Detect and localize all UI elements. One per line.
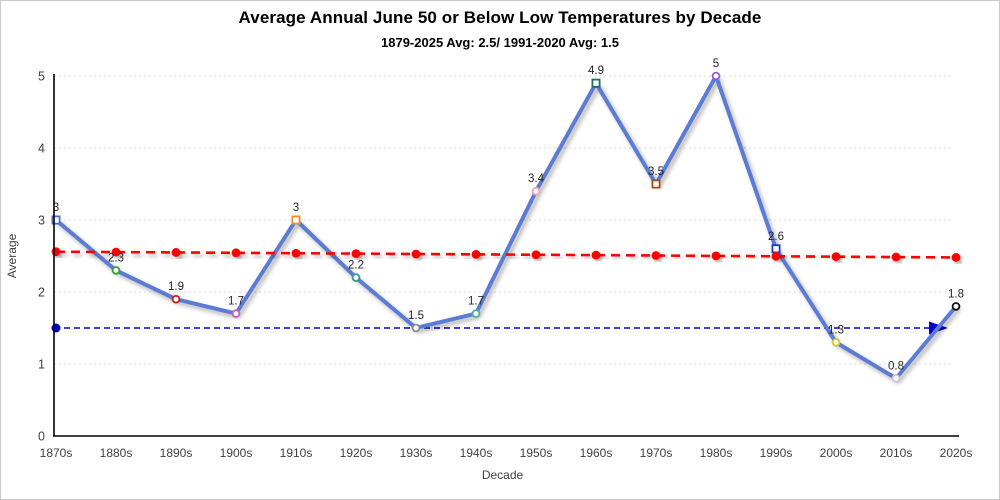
x-axis-tick-label: 1880s xyxy=(100,446,133,460)
trendline-1879-2025-avg xyxy=(55,250,957,259)
x-axis-tick-label: 1950s xyxy=(520,446,553,460)
data-point-label: 1.7 xyxy=(468,296,484,308)
x-axis-tick-label: 2000s xyxy=(820,446,853,460)
chart-subtitle: 1879-2025 Avg: 2.5/ 1991-2020 Avg: 1.5 xyxy=(381,35,619,50)
data-point-marker xyxy=(591,78,601,88)
trendline-marker xyxy=(411,249,421,259)
trendline-marker xyxy=(111,247,121,257)
data-point-label: 1.3 xyxy=(828,324,844,336)
data-point-label: 3 xyxy=(53,202,59,214)
trendline-marker xyxy=(171,248,181,257)
x-axis-tick-label: 1980s xyxy=(700,446,733,460)
chart-title: Average Annual June 50 or Below Low Temp… xyxy=(238,8,762,27)
data-point-label: 2.6 xyxy=(768,231,784,243)
trendline-marker xyxy=(471,249,481,259)
data-point-marker xyxy=(411,323,421,333)
y-axis-tick-label: 4 xyxy=(38,142,45,156)
data-point-label: 1.9 xyxy=(168,281,184,293)
data-point-marker xyxy=(171,294,181,304)
x-axis-tick-label: 1930s xyxy=(400,446,433,460)
data-point-label: 3 xyxy=(293,202,299,214)
data-point-marker xyxy=(711,71,721,81)
data-point-marker xyxy=(951,302,961,311)
data-point-marker xyxy=(771,244,781,254)
data-point-marker xyxy=(351,273,361,282)
trendline-marker xyxy=(291,248,301,258)
trendline-marker xyxy=(591,250,601,260)
x-axis-tick-label: 1870s xyxy=(40,446,73,460)
trendline-marker xyxy=(951,253,961,262)
y-axis-tick-label: 0 xyxy=(38,430,45,444)
data-point-marker xyxy=(531,186,541,196)
trendline-marker xyxy=(711,251,721,261)
reference-line-start-dot xyxy=(51,323,61,333)
data-point-marker xyxy=(471,309,481,318)
trendline-marker xyxy=(831,252,841,262)
trendline-marker xyxy=(231,248,241,258)
data-point-marker xyxy=(831,338,841,347)
data-point-marker xyxy=(231,309,241,318)
x-axis-tick-label: 2010s xyxy=(880,446,913,460)
y-axis-title: Average xyxy=(5,233,19,278)
data-point-label: 0.8 xyxy=(888,360,904,372)
data-point-marker xyxy=(651,179,661,189)
x-axis-tick-label: 1990s xyxy=(760,446,793,460)
x-axis-tick-label: 1890s xyxy=(160,446,193,460)
data-point-label: 1.8 xyxy=(948,288,964,300)
series-line xyxy=(54,74,958,381)
x-axis-tick-label: 2020s xyxy=(940,446,973,460)
trendline-marker xyxy=(771,251,781,261)
trendline-marker xyxy=(51,247,61,257)
data-point-label: 3.4 xyxy=(528,173,545,185)
data-point-label: 2.3 xyxy=(108,252,124,264)
x-axis-tick-label: 1960s xyxy=(580,446,613,460)
x-axis-title: Decade xyxy=(482,468,524,482)
y-axis-tick-label: 1 xyxy=(38,358,45,372)
data-point-label: 2.2 xyxy=(348,260,364,272)
data-point-label: 5 xyxy=(713,58,719,70)
data-point-marker xyxy=(51,215,61,225)
trendline-marker xyxy=(651,251,661,260)
trendline-marker xyxy=(531,250,541,260)
y-axis-tick-label: 5 xyxy=(38,70,45,84)
data-point-label: 1.5 xyxy=(408,310,424,322)
x-axis-tick-label: 1910s xyxy=(280,446,313,460)
trendline-marker xyxy=(891,252,901,262)
trendline-marker xyxy=(351,249,361,258)
x-axis-tick-label: 1900s xyxy=(220,446,253,460)
y-axis-tick-label: 2 xyxy=(38,286,45,300)
data-point-label: 3.5 xyxy=(648,166,664,178)
data-point-marker xyxy=(111,266,121,275)
x-axis-tick-label: 1970s xyxy=(640,446,673,460)
data-point-marker xyxy=(891,374,901,383)
data-point-label: 4.9 xyxy=(588,65,604,77)
data-point-marker xyxy=(291,215,301,225)
x-axis-tick-label: 1940s xyxy=(460,446,493,460)
x-axis-tick-label: 1920s xyxy=(340,446,373,460)
data-point-label: 1.7 xyxy=(228,296,244,308)
y-axis-tick-label: 3 xyxy=(38,214,45,228)
